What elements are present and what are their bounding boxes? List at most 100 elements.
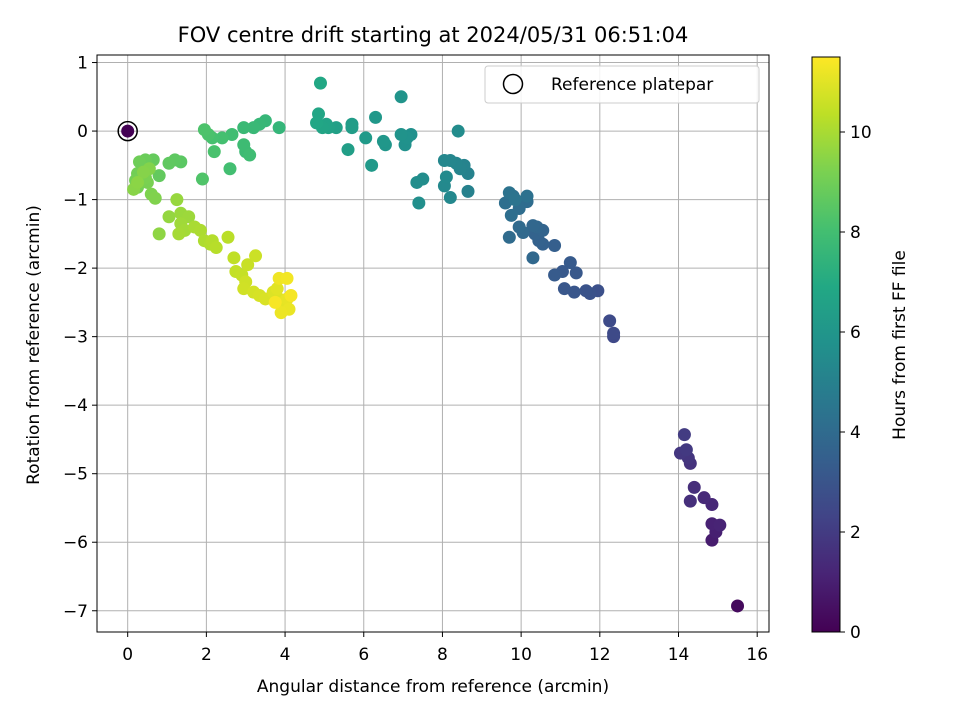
y-tick-label: −1 — [63, 191, 88, 211]
x-tick-label: 8 — [437, 645, 448, 665]
data-point — [365, 158, 379, 172]
data-point — [162, 156, 176, 170]
data-point — [270, 282, 284, 296]
data-point — [148, 191, 162, 205]
x-tick-label: 10 — [510, 645, 532, 665]
data-point — [284, 289, 298, 303]
data-point — [313, 76, 327, 90]
data-point — [697, 491, 711, 505]
data-point — [394, 90, 408, 104]
data-point — [272, 121, 286, 135]
x-tick-label: 2 — [201, 645, 212, 665]
data-point — [249, 249, 263, 263]
data-point — [443, 191, 457, 205]
colorbar-tick-label: 4 — [850, 423, 861, 443]
x-tick-label: 16 — [746, 645, 768, 665]
legend-marker-icon — [502, 73, 524, 95]
colorbar-tick-label: 8 — [850, 223, 861, 243]
data-point — [193, 223, 207, 237]
data-point — [195, 172, 209, 186]
data-point — [579, 284, 593, 298]
y-tick-label: −7 — [63, 602, 88, 622]
data-point — [679, 443, 693, 457]
reference-marker — [117, 120, 138, 142]
x-tick-label: 6 — [358, 645, 369, 665]
data-point — [121, 124, 135, 138]
colorbar: 0 2 4 6 8 10 Hours from first FF file — [811, 56, 910, 643]
y-axis-label: Rotation from reference (arcmin) — [24, 205, 44, 485]
y-tick-label: −2 — [63, 259, 88, 279]
data-point — [439, 170, 453, 184]
x-axis-label: Angular distance from reference (arcmin) — [257, 677, 609, 697]
colorbar-ticks: 0 2 4 6 8 10 — [840, 123, 872, 643]
data-point — [197, 123, 211, 137]
data-point — [152, 227, 166, 241]
data-point — [607, 326, 621, 340]
data-point — [152, 169, 166, 183]
data-point — [170, 193, 184, 207]
colorbar-gradient — [811, 56, 841, 633]
data-point — [172, 227, 186, 241]
data-point — [437, 154, 451, 168]
data-point — [162, 210, 176, 224]
data-point — [520, 189, 534, 203]
data-point — [569, 266, 583, 280]
data-point — [512, 220, 526, 234]
data-point — [132, 155, 146, 169]
data-point — [526, 219, 540, 233]
data-point — [504, 208, 518, 222]
data-point — [280, 271, 294, 285]
y-axis-ticks: 1 0 −1 −2 −3 −4 −5 −6 −7 — [63, 54, 97, 622]
data-point — [557, 282, 571, 296]
data-point — [412, 196, 426, 210]
data-point — [225, 127, 239, 141]
colorbar-tick-label: 6 — [850, 323, 861, 343]
y-tick-label: −4 — [63, 396, 88, 416]
data-point — [247, 121, 261, 135]
x-tick-label: 12 — [589, 645, 611, 665]
legend: Reference platepar — [484, 65, 760, 104]
data-point — [677, 428, 691, 442]
data-point — [310, 116, 324, 130]
legend-box — [484, 65, 760, 104]
data-point — [221, 230, 235, 244]
data-point — [548, 239, 562, 253]
chart-title: FOV centre drift starting at 2024/05/31 … — [178, 23, 689, 47]
data-point — [223, 162, 237, 176]
data-point — [603, 314, 617, 328]
reference-platepar-marker — [117, 120, 138, 142]
x-tick-label: 4 — [280, 645, 291, 665]
data-point — [227, 251, 241, 265]
data-point — [268, 295, 282, 309]
y-tick-label: −6 — [63, 533, 88, 553]
colorbar-tick-label: 0 — [850, 623, 861, 643]
data-point — [237, 121, 251, 135]
data-point — [683, 494, 697, 508]
data-point — [502, 230, 516, 244]
data-point — [241, 258, 255, 272]
data-point — [215, 131, 229, 145]
legend-label: Reference platepar — [551, 75, 713, 95]
data-point — [731, 599, 745, 613]
data-point — [451, 124, 465, 138]
x-tick-label: 0 — [122, 645, 133, 665]
data-point — [713, 518, 727, 532]
x-tick-label: 14 — [668, 645, 690, 665]
data-point — [567, 285, 581, 299]
x-axis-ticks: 0 2 4 6 8 10 12 14 16 — [122, 632, 768, 665]
y-tick-label: −5 — [63, 465, 88, 485]
data-point — [237, 282, 251, 296]
data-point — [359, 131, 373, 145]
data-point — [461, 184, 475, 198]
data-point — [394, 127, 408, 141]
data-point — [687, 480, 701, 494]
data-point — [563, 256, 577, 270]
data-point — [274, 306, 288, 320]
data-point — [341, 143, 355, 157]
data-point — [376, 134, 390, 148]
data-points — [121, 76, 745, 613]
data-point — [410, 175, 424, 189]
data-point — [207, 145, 221, 159]
data-point — [508, 193, 522, 207]
